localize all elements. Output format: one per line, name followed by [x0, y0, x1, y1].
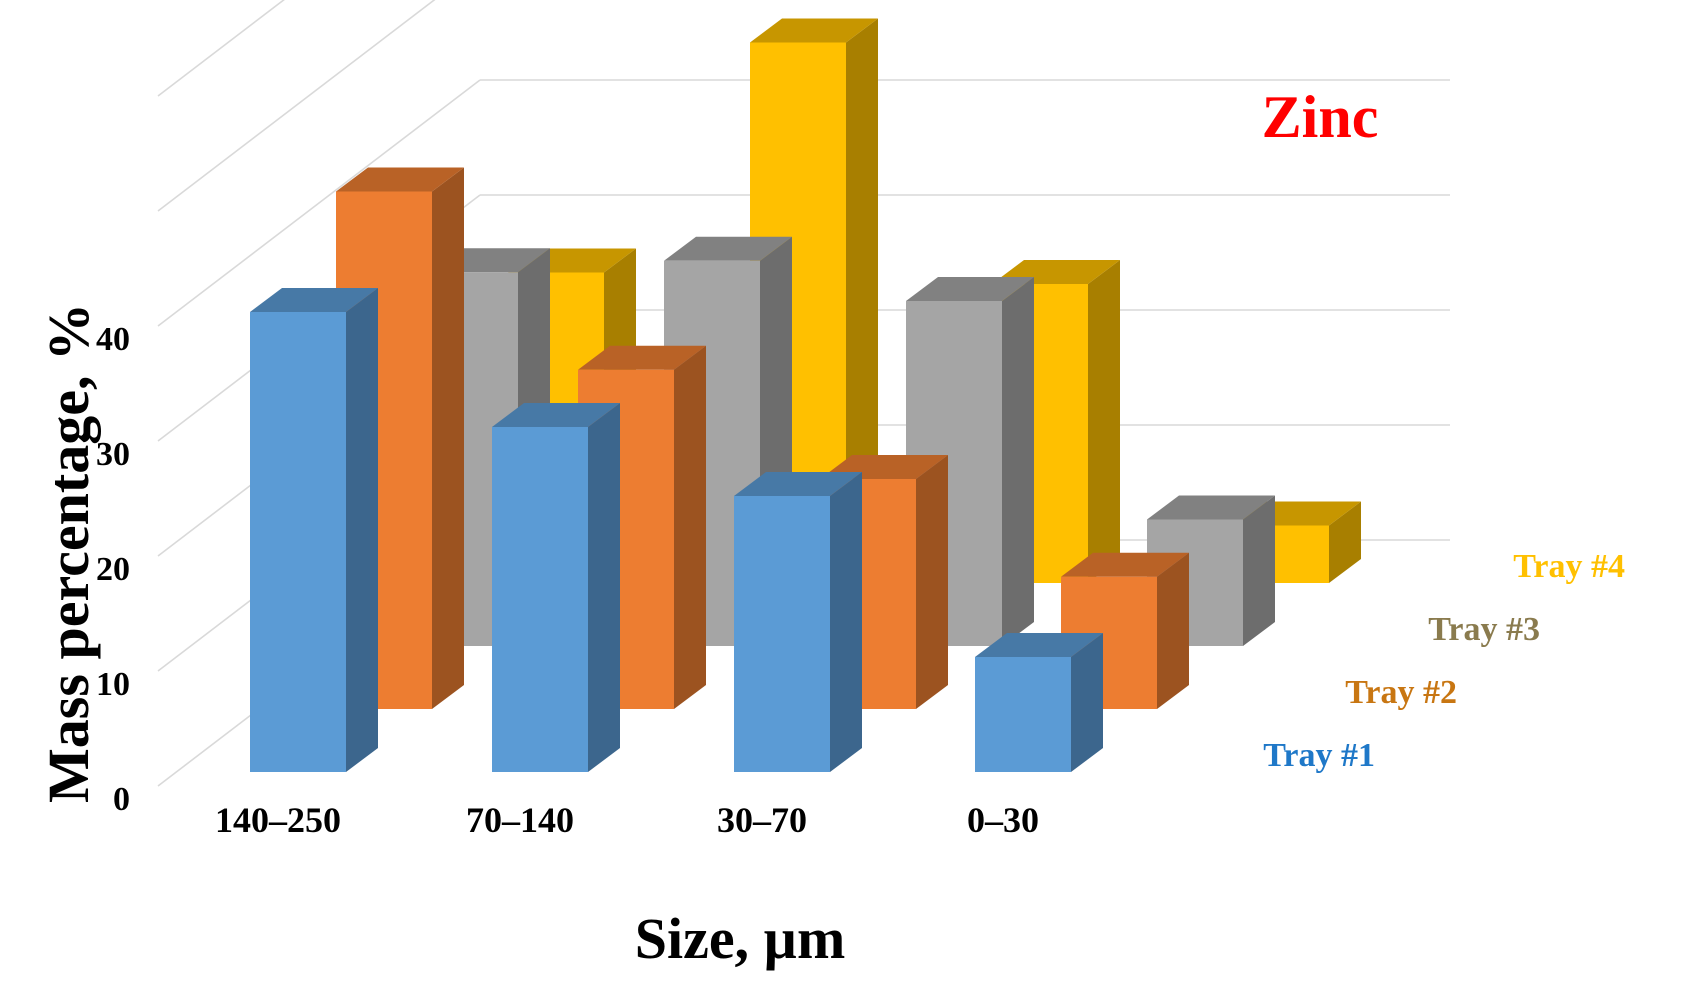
- legend-entry: Tray #3: [1428, 611, 1540, 648]
- legend-entry: Tray #2: [1345, 674, 1457, 711]
- bar-top-face: [1147, 495, 1275, 520]
- y-axis-ticks: 0 10 20 30 40: [96, 321, 130, 818]
- bar-front-face: [250, 312, 346, 772]
- bar-side-face: [916, 455, 948, 709]
- bar-front-face: [492, 427, 588, 772]
- bar-top-face: [578, 345, 706, 370]
- bar-side-face: [1071, 633, 1103, 772]
- chart-title: Zinc: [1262, 84, 1379, 150]
- y-tick-label: 10: [96, 666, 130, 703]
- y-tick-label: 20: [96, 551, 130, 588]
- gridline-depth: [157, 79, 481, 327]
- bar-top-face: [750, 18, 878, 43]
- x-tick-label: 140–250: [215, 800, 341, 840]
- x-tick-label: 0–30: [967, 800, 1039, 840]
- bar-top-face: [975, 633, 1103, 657]
- bar-top-face: [1061, 552, 1189, 577]
- bar-side-face: [674, 345, 706, 709]
- legend-entry: Tray #4: [1513, 548, 1625, 585]
- bar-side-face: [432, 167, 464, 709]
- x-axis-categories: 140–250 70–140 30–70 0–30: [215, 800, 1039, 840]
- bar-side-face: [1157, 552, 1189, 709]
- bar-top-face: [734, 472, 862, 496]
- bar-side-face: [1243, 495, 1275, 646]
- bar-tray1-3: [975, 633, 1103, 772]
- legend-entry: Tray #1: [1263, 737, 1375, 774]
- bar-tray2-3: [1061, 552, 1189, 709]
- bar-side-face: [588, 403, 620, 772]
- bar-top-face: [664, 236, 792, 261]
- x-axis-title: Size, µm: [635, 906, 846, 971]
- bar-front-face: [975, 657, 1071, 772]
- y-tick-label: 40: [96, 321, 130, 358]
- bar-tray1-2: [734, 472, 862, 772]
- y-axis-title: Mass percentage, %: [36, 303, 101, 803]
- x-tick-label: 70–140: [466, 800, 574, 840]
- bars: [250, 18, 1361, 772]
- bar-front-face: [734, 496, 830, 772]
- bar-tray1-1: [492, 403, 620, 772]
- gridline-depth: [157, 0, 285, 97]
- bar-side-face: [1002, 277, 1034, 646]
- bar-tray1-0: [250, 288, 378, 772]
- x-tick-label: 30–70: [717, 800, 807, 840]
- bar-top-face: [250, 288, 378, 312]
- y-tick-label: 30: [96, 436, 130, 473]
- bar-side-face: [1088, 260, 1120, 583]
- bar-side-face: [1329, 501, 1361, 583]
- legend: Tray #1 Tray #2 Tray #3 Tray #4: [1263, 548, 1625, 774]
- y-tick-label: 0: [113, 781, 130, 818]
- gridline-depth: [157, 0, 436, 212]
- bar-side-face: [346, 288, 378, 772]
- bar-top-face: [336, 167, 464, 192]
- bar-side-face: [830, 472, 862, 772]
- bar-side-face: [846, 18, 878, 583]
- bar-top-face: [492, 403, 620, 427]
- bar-top-face: [906, 277, 1034, 301]
